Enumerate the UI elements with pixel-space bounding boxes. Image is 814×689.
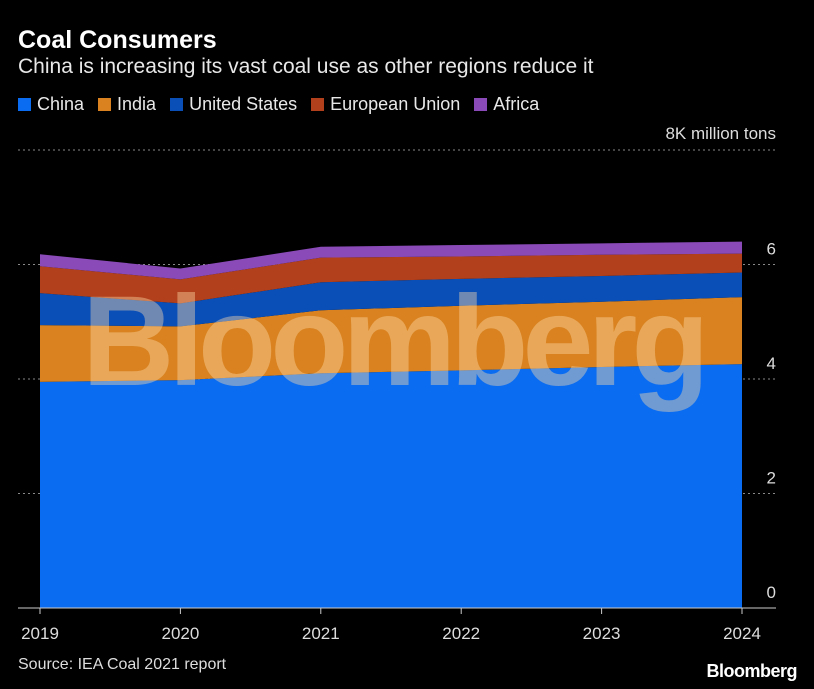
x-tick-label: 2021: [302, 624, 340, 643]
legend-label: European Union: [330, 94, 461, 114]
legend-swatch: [170, 98, 184, 111]
y-tick-label: 0: [767, 583, 776, 602]
legend-item: Africa: [474, 94, 539, 115]
legend-swatch: [474, 98, 488, 111]
area-china: [40, 364, 742, 608]
legend-label: India: [117, 94, 157, 114]
chart-subtitle: China is increasing its vast coal use as…: [18, 55, 594, 78]
legend-item: China: [18, 94, 84, 115]
area-european-union: [40, 253, 742, 304]
y-tick-label: 2: [767, 469, 776, 488]
brand-logo: Bloomberg: [706, 661, 797, 681]
legend-swatch: [311, 98, 325, 111]
source-note: Source: IEA Coal 2021 report: [18, 656, 227, 673]
legend-label: Africa: [493, 94, 540, 114]
legend-label: United States: [189, 94, 298, 114]
area-africa: [40, 241, 742, 280]
x-tick-label: 2023: [583, 624, 621, 643]
area-india: [40, 297, 742, 382]
legend-item: European Union: [311, 94, 460, 115]
legend-item: United States: [170, 94, 297, 115]
legend-item: India: [98, 94, 156, 115]
y-tick-label: 4: [767, 354, 776, 373]
x-tick-label: 2019: [21, 624, 59, 643]
legend-swatch: [18, 98, 31, 111]
x-tick-label: 2024: [723, 624, 761, 643]
legend-label: China: [37, 94, 85, 114]
chart-title: Coal Consumers: [18, 26, 217, 54]
x-tick-label: 2020: [161, 624, 199, 643]
y-unit-label: 8K million tons: [665, 124, 776, 143]
x-tick-label: 2022: [442, 624, 480, 643]
y-tick-label: 6: [767, 240, 776, 259]
area-united-states: [40, 272, 742, 327]
legend-swatch: [98, 98, 112, 111]
legend: China India United States European Union Afr…: [18, 94, 539, 115]
